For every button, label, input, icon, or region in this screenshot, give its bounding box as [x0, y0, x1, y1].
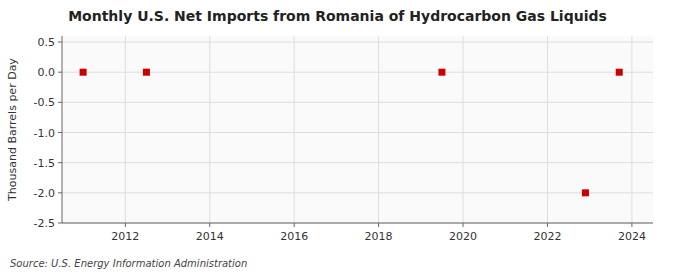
tick-label: 0.0 — [38, 66, 56, 79]
tick-mark — [58, 42, 62, 43]
tick-mark — [58, 162, 62, 163]
annotation: Source: U.S. Energy Information Administ… — [10, 258, 247, 269]
chart: 0.5 0.0 -0.5 -1.0 -1.5 -2.0 -2.5 2012 2014 2016 20… — [0, 0, 675, 275]
grid-line — [631, 36, 632, 223]
tick-label: -2.0 — [34, 187, 55, 200]
grid-line — [62, 192, 653, 193]
tick-mark — [58, 192, 62, 193]
points — [80, 69, 623, 197]
y-axis-line — [62, 36, 63, 223]
tick-label: 2014 — [196, 230, 224, 243]
tick-mark — [547, 223, 548, 227]
tick-label: 2024 — [618, 230, 646, 243]
tick-label: -1.5 — [34, 157, 55, 170]
plot-area — [62, 36, 653, 223]
tick-mark — [58, 132, 62, 133]
tick-mark — [294, 223, 295, 227]
tick-mark — [58, 223, 62, 224]
point — [616, 69, 623, 76]
grid-line — [294, 36, 295, 223]
grid-line — [463, 36, 464, 223]
point — [143, 69, 150, 76]
tick-label: 2020 — [449, 230, 477, 243]
grid-line — [209, 36, 210, 223]
tick-label: -2.5 — [34, 217, 55, 230]
tick-mark — [631, 223, 632, 227]
grid-line — [62, 223, 653, 224]
point — [582, 189, 589, 196]
tick-mark — [378, 223, 379, 227]
tick-mark — [463, 223, 464, 227]
grid-line — [62, 132, 653, 133]
grid-line — [547, 36, 548, 223]
tick-mark — [209, 223, 210, 227]
tick-label: 2016 — [280, 230, 308, 243]
grid-line — [62, 102, 653, 103]
tick-mark — [125, 223, 126, 227]
point — [80, 69, 87, 76]
tick-label: 2012 — [111, 230, 139, 243]
x-axis-line — [62, 223, 653, 224]
grid-line — [62, 72, 653, 73]
tick-label: 0.5 — [38, 36, 56, 49]
tick-mark — [58, 72, 62, 73]
grid-line — [125, 36, 126, 223]
point — [438, 69, 445, 76]
grid-line — [62, 162, 653, 163]
tick-label: 2022 — [533, 230, 561, 243]
grid-line — [62, 42, 653, 43]
tick-label: -0.5 — [34, 96, 55, 109]
tick-mark — [58, 102, 62, 103]
tick-label: -1.0 — [34, 127, 55, 140]
title: Monthly U.S. Net Imports from Romania of… — [68, 8, 607, 24]
y-axis-label: Thousand Barrels per Day — [6, 58, 19, 202]
tick-label: 2018 — [365, 230, 393, 243]
grid-line — [378, 36, 379, 223]
